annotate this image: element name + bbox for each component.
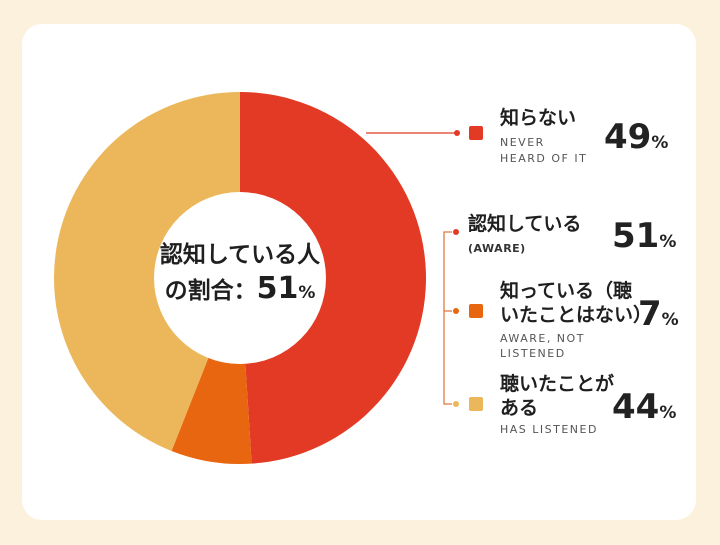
center-label: 認知している人 の割合：51%: [130, 238, 350, 310]
center-label-line2: の割合：: [164, 278, 257, 304]
bracket-dot-listened: [453, 401, 459, 407]
legend-listened-jp1: 聴いたことが: [500, 373, 615, 395]
legend-swatch-never: [469, 126, 483, 140]
center-unit: %: [298, 283, 316, 303]
legend-not-listened-en1: AWARE, NOT: [500, 332, 585, 345]
legend-aware-en: (AWARE): [468, 242, 526, 255]
legend-not-listened-value: 7%: [638, 294, 679, 334]
legend-listened-value: 44%: [612, 387, 677, 427]
bracket-dot-aware: [453, 229, 459, 235]
center-label-line1: 認知している人: [159, 242, 321, 268]
legend-not-listened-jp2: いたことはない）: [500, 304, 653, 326]
legend-swatch-not-listened: [469, 304, 483, 318]
aware-bracket: [443, 231, 452, 405]
slice-never-heard: [240, 92, 426, 464]
center-value: 51: [256, 271, 299, 306]
legend-never-en2: HEARD OF IT: [500, 152, 588, 165]
legend-never-jp: 知らない: [500, 107, 577, 129]
legend-not-listened-jp1: 知っている（聴: [500, 280, 633, 302]
legend-never-value: 49%: [604, 117, 669, 157]
legend-listened-jp2: ある: [500, 397, 539, 419]
legend-never-en1: NEVER: [500, 136, 545, 149]
donut-hole: [154, 192, 326, 364]
leader-dot-never: [454, 130, 460, 136]
legend-listened-en: HAS LISTENED: [500, 423, 598, 436]
legend-aware-value: 51%: [612, 216, 677, 256]
legend-not-listened-en2: LISTENED: [500, 347, 566, 360]
slice-has-listened: [53, 92, 240, 451]
legend-aware-jp: 認知している: [468, 213, 582, 235]
bracket-dot-not-listened: [453, 308, 459, 314]
legend-swatch-listened: [469, 397, 483, 411]
